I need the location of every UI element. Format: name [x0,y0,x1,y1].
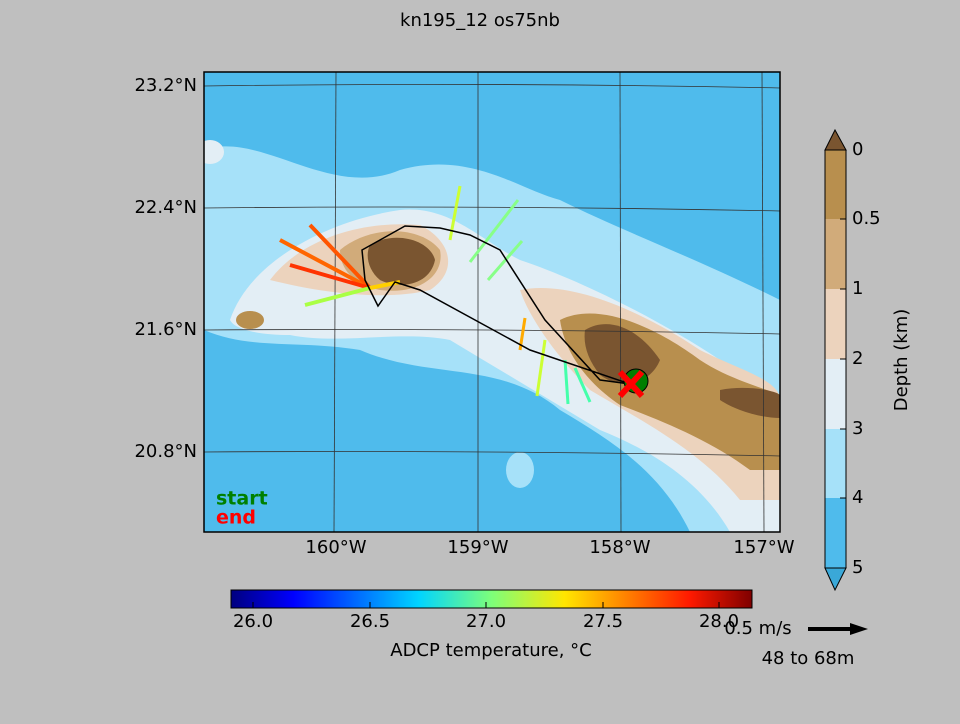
depth-tick-label: 0.5 [852,208,881,229]
temperature-tick-label: 27.5 [583,611,623,632]
legend-start: start [216,488,268,510]
lon-label: 157°W [733,537,794,558]
lon-label: 159°W [447,537,508,558]
reference-depth: 48 to 68m [762,648,855,669]
lon-label: 160°W [305,537,366,558]
reference-arrow [808,623,868,635]
lon-label: 158°W [589,537,650,558]
temperature-tick-label: 27.0 [466,611,506,632]
temperature-label: ADCP temperature, °C [390,640,591,661]
depth-tick-label: 4 [852,487,863,508]
depth-tick-label: 1 [852,278,863,299]
depth-tick-label: 5 [852,557,863,578]
temperature-tick-label: 28.0 [699,611,739,632]
lat-label: 23.2°N [134,75,197,96]
lat-label: 20.8°N [134,441,197,462]
temperature-colorbar [230,589,753,609]
lat-label: 21.6°N [134,319,197,340]
map [204,72,780,532]
depth-colorbar [824,128,847,592]
temperature-tick-label: 26.0 [233,611,273,632]
depth-tick-label: 0 [852,139,863,160]
lat-label: 22.4°N [134,197,197,218]
legend-end: end [216,507,256,529]
depth-tick-label: 3 [852,418,863,439]
reference-speed: 0.5 m/s [724,618,791,639]
title: kn195_12 os75nb [400,10,560,31]
depth-label: Depth (km) [891,309,912,412]
temperature-tick-label: 26.5 [350,611,390,632]
depth-tick-label: 2 [852,348,863,369]
